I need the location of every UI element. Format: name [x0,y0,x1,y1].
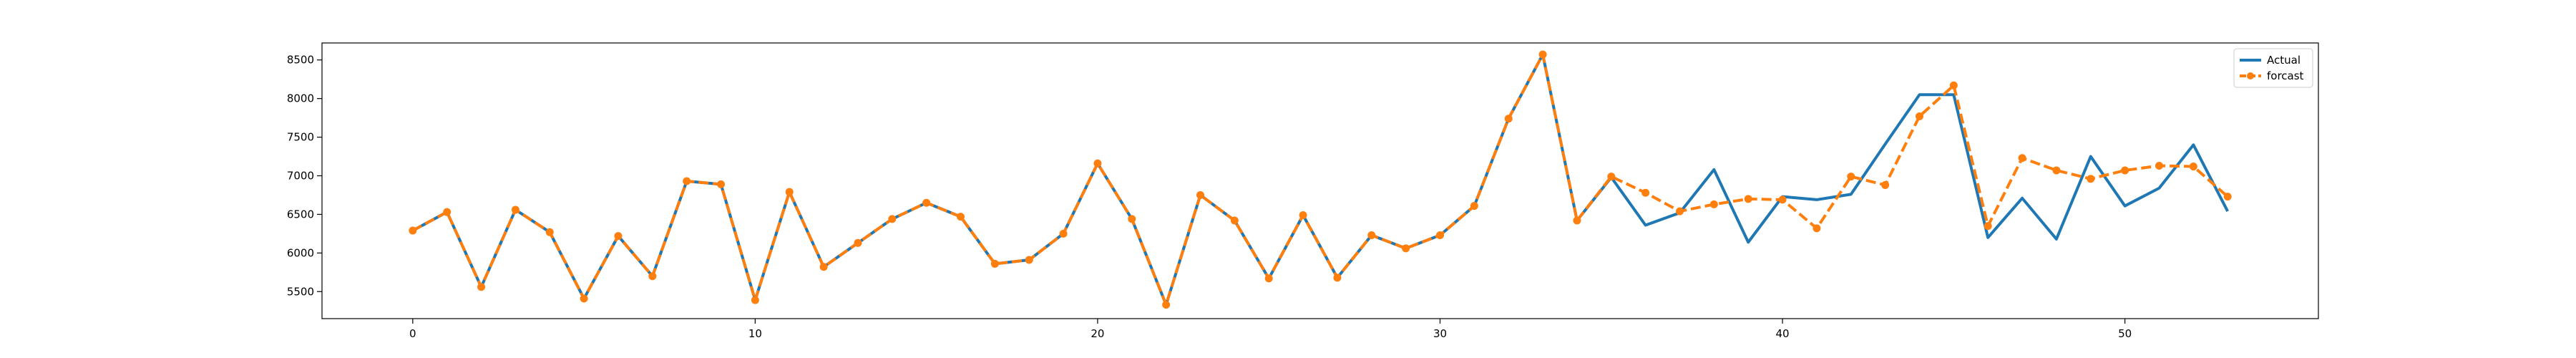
forcast-point [2018,154,2026,163]
forcast-point [819,263,828,271]
plot-frame [321,42,2319,319]
forcast-point [1367,231,1376,240]
y-tick-label: 6500 [287,208,314,221]
forcast-point [1744,195,1752,203]
forcast-point [751,296,759,304]
forcast-point [477,283,486,291]
y-tick-label: 5500 [287,285,314,298]
forcast-point [511,205,519,214]
forcast-point [1538,50,1547,59]
forcast-point [1949,81,1958,90]
x-tick-label: 20 [1091,327,1104,340]
forcast-point [1264,274,1273,283]
forcast-point [2052,166,2061,175]
forcast-point [1504,115,1513,123]
forcast-point [580,294,588,303]
forcast-point [1847,173,1855,181]
forcast-point [409,226,417,235]
x-tick-label: 30 [1433,327,1447,340]
x-tick-label: 10 [748,327,762,340]
forcast-point [2087,175,2095,183]
forcast-point [1675,207,1684,216]
forcast-point [854,238,862,247]
forcast-point [1299,211,1307,219]
forcast-point [1641,188,1650,197]
forcast-point [545,228,554,236]
y-tick-label: 7500 [287,131,314,144]
forcast-point [1436,231,1444,240]
forcast-point [1093,159,1102,168]
y-tick-label: 6000 [287,246,314,259]
forcast-point [1881,180,1890,189]
forcast-point [614,232,623,241]
legend-box [2233,48,2313,88]
forcast-point [1984,222,1992,231]
series-line-forcast [411,53,2229,306]
x-tick-label: 0 [409,327,416,340]
legend-label-actual: Actual [2267,54,2301,67]
x-tick-label: 50 [2118,327,2132,340]
forcast-point [1059,229,1068,238]
forcast-point [1573,216,1581,225]
legend-marker-forcast [2247,72,2254,79]
forcast-point [2189,163,2197,171]
x-tick-label: 40 [1776,327,1790,340]
forcast-point [990,259,999,268]
forcast-point [648,272,657,281]
axes: 0 10 20 30 40 50 5500 6000 6500 7000 7500 8000 8500 [287,42,2319,340]
forcast-point [888,215,897,223]
plot-area [409,50,2232,309]
forcast-point [2155,161,2163,170]
forcast-point [1915,112,1923,120]
forcast-point [1709,200,1718,208]
forcast-point [2121,166,2129,175]
forcast-point [1196,190,1204,199]
y-tick-label: 8000 [287,92,314,105]
forcast-point [1162,301,1171,309]
forcast-point [1778,195,1787,204]
forcast-point [1607,173,1616,181]
forcast-point [1813,224,1821,233]
forcast-point [922,198,931,207]
forcast-point [1230,216,1239,225]
y-tick-label: 7000 [287,169,314,182]
legend: Actual forcast [2233,48,2313,88]
forcast-point [1333,274,1342,282]
legend-label-forcast: forcast [2267,69,2304,82]
forcast-point [1128,215,1136,223]
forcast-point [717,180,726,188]
forcast-point [785,188,794,196]
forcast-point [2223,193,2232,201]
forcast-point [1025,256,1033,264]
forcast-point [443,208,452,216]
forcast-point [683,177,691,185]
forcast-point [1402,244,1410,253]
forcast-point [957,213,965,221]
y-tick-label: 8500 [287,54,314,67]
forcast-point [1470,202,1478,211]
